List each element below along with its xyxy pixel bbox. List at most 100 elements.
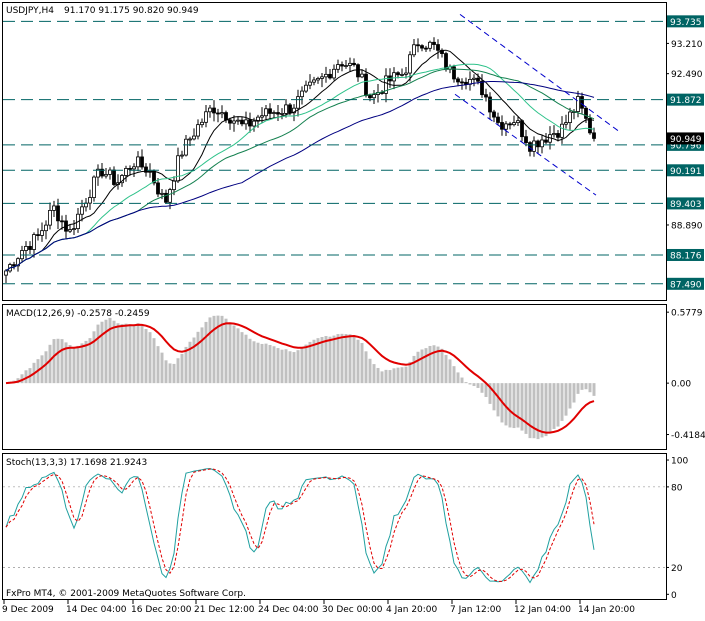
candle-body	[232, 120, 236, 124]
macd-histogram-bar	[144, 328, 148, 384]
macd-histogram-bar	[356, 339, 360, 384]
macd-histogram-bar	[44, 351, 48, 384]
macd-histogram-bar	[116, 323, 120, 384]
macd-histogram-bar	[396, 367, 400, 384]
macd-histogram-bar	[340, 333, 344, 384]
candle-body	[352, 62, 356, 66]
candle-body	[556, 133, 560, 138]
macd-histogram-bar	[456, 372, 460, 384]
macd-histogram-bar	[504, 383, 508, 426]
candle-body	[420, 45, 424, 49]
time-tick-label: 9 Dec 2009	[2, 605, 54, 615]
macd-histogram-bar	[584, 383, 588, 390]
time-tick-label: 7 Jan 12:00	[450, 605, 502, 615]
macd-histogram-bar	[96, 324, 100, 384]
candle-body	[496, 116, 500, 123]
symbol-label: USDJPY,H4	[6, 6, 54, 16]
level-tag-label: 88.176	[670, 251, 702, 261]
level-tag	[667, 197, 704, 210]
macd-histogram-bar	[188, 341, 192, 384]
candle-body	[356, 64, 360, 78]
level-tag	[667, 164, 704, 177]
ma-mid-line	[5, 63, 595, 272]
channel-line	[454, 93, 597, 196]
candle-body	[80, 206, 84, 215]
candle-body	[12, 264, 16, 267]
candle-body	[304, 84, 308, 92]
candle-body	[460, 81, 464, 84]
macd-histogram-bar	[416, 351, 420, 384]
stoch-tick-label: 0	[671, 591, 677, 601]
candle-body	[104, 174, 108, 177]
current-price-tag	[667, 132, 704, 145]
candle-body	[284, 104, 288, 114]
macd-histogram-bar	[360, 342, 364, 384]
candle-body	[516, 120, 520, 124]
macd-histogram-bar	[424, 348, 428, 384]
macd-histogram-bar	[348, 334, 352, 384]
macd-histogram-bar	[248, 338, 252, 384]
candle-body	[580, 96, 584, 109]
macd-histogram-bar	[260, 343, 264, 384]
macd-histogram-bar	[216, 315, 220, 384]
candle-body	[128, 168, 132, 170]
candle-body	[60, 220, 64, 223]
candle-body	[512, 122, 516, 126]
macd-histogram-bar	[492, 383, 496, 411]
price-tick-label: 93.210	[671, 40, 703, 50]
candle-body	[168, 189, 172, 203]
candle-body	[344, 65, 348, 67]
candle-body	[312, 79, 316, 83]
candle-body	[176, 155, 180, 182]
macd-histogram-bar	[136, 323, 140, 384]
candle-body	[28, 246, 32, 250]
candle-body	[96, 168, 100, 178]
macd-histogram-bar	[460, 377, 464, 384]
level-tag-label: 89.403	[670, 200, 702, 210]
price-panel-frame	[2, 2, 667, 301]
candle-body	[456, 78, 460, 83]
macd-histogram-bar	[468, 383, 472, 385]
candle-body	[348, 62, 352, 66]
macd-histogram-bar	[292, 352, 296, 384]
macd-histogram-bar	[40, 355, 44, 384]
candle-body	[16, 258, 20, 267]
macd-signal-line	[5, 322, 595, 434]
candle-body	[112, 169, 116, 185]
candle-body	[400, 73, 404, 76]
candle-body	[216, 112, 220, 115]
macd-histogram-bar	[80, 343, 84, 384]
candle-body	[228, 119, 232, 124]
macd-histogram-bar	[112, 320, 116, 384]
candle-body	[464, 81, 468, 85]
macd-histogram-bar	[280, 349, 284, 384]
macd-histogram-bar	[524, 383, 528, 434]
macd-histogram-bar	[380, 371, 384, 384]
candle-body	[196, 124, 200, 137]
candle-body	[584, 107, 588, 119]
macd-histogram-bar	[152, 338, 156, 384]
macd-histogram-bar	[552, 383, 556, 429]
macd-histogram-bar	[440, 348, 444, 384]
macd-histogram-bar	[488, 383, 492, 404]
candle-body	[300, 90, 304, 98]
candle-body	[184, 138, 188, 156]
macd-histogram-bar	[168, 363, 172, 384]
price-panel	[3, 14, 666, 285]
candle-body	[280, 113, 284, 115]
macd-histogram-bar	[560, 383, 564, 421]
candle-body	[536, 140, 540, 148]
macd-tick-label: 0.00	[671, 380, 691, 390]
candle-body	[316, 78, 320, 81]
macd-histogram-bar	[176, 358, 180, 384]
macd-histogram-bar	[452, 366, 456, 384]
macd-histogram-bar	[236, 328, 240, 384]
macd-histogram-bar	[572, 383, 576, 403]
axes: 93.735 91.872 90.796 90.191 89.403 88.176 87.4…	[2, 15, 705, 615]
macd-histogram-bar	[48, 344, 52, 384]
macd-histogram-bar	[592, 383, 596, 396]
candle-body	[488, 96, 492, 113]
macd-histogram-bar	[548, 383, 552, 433]
candle-body	[248, 119, 252, 127]
